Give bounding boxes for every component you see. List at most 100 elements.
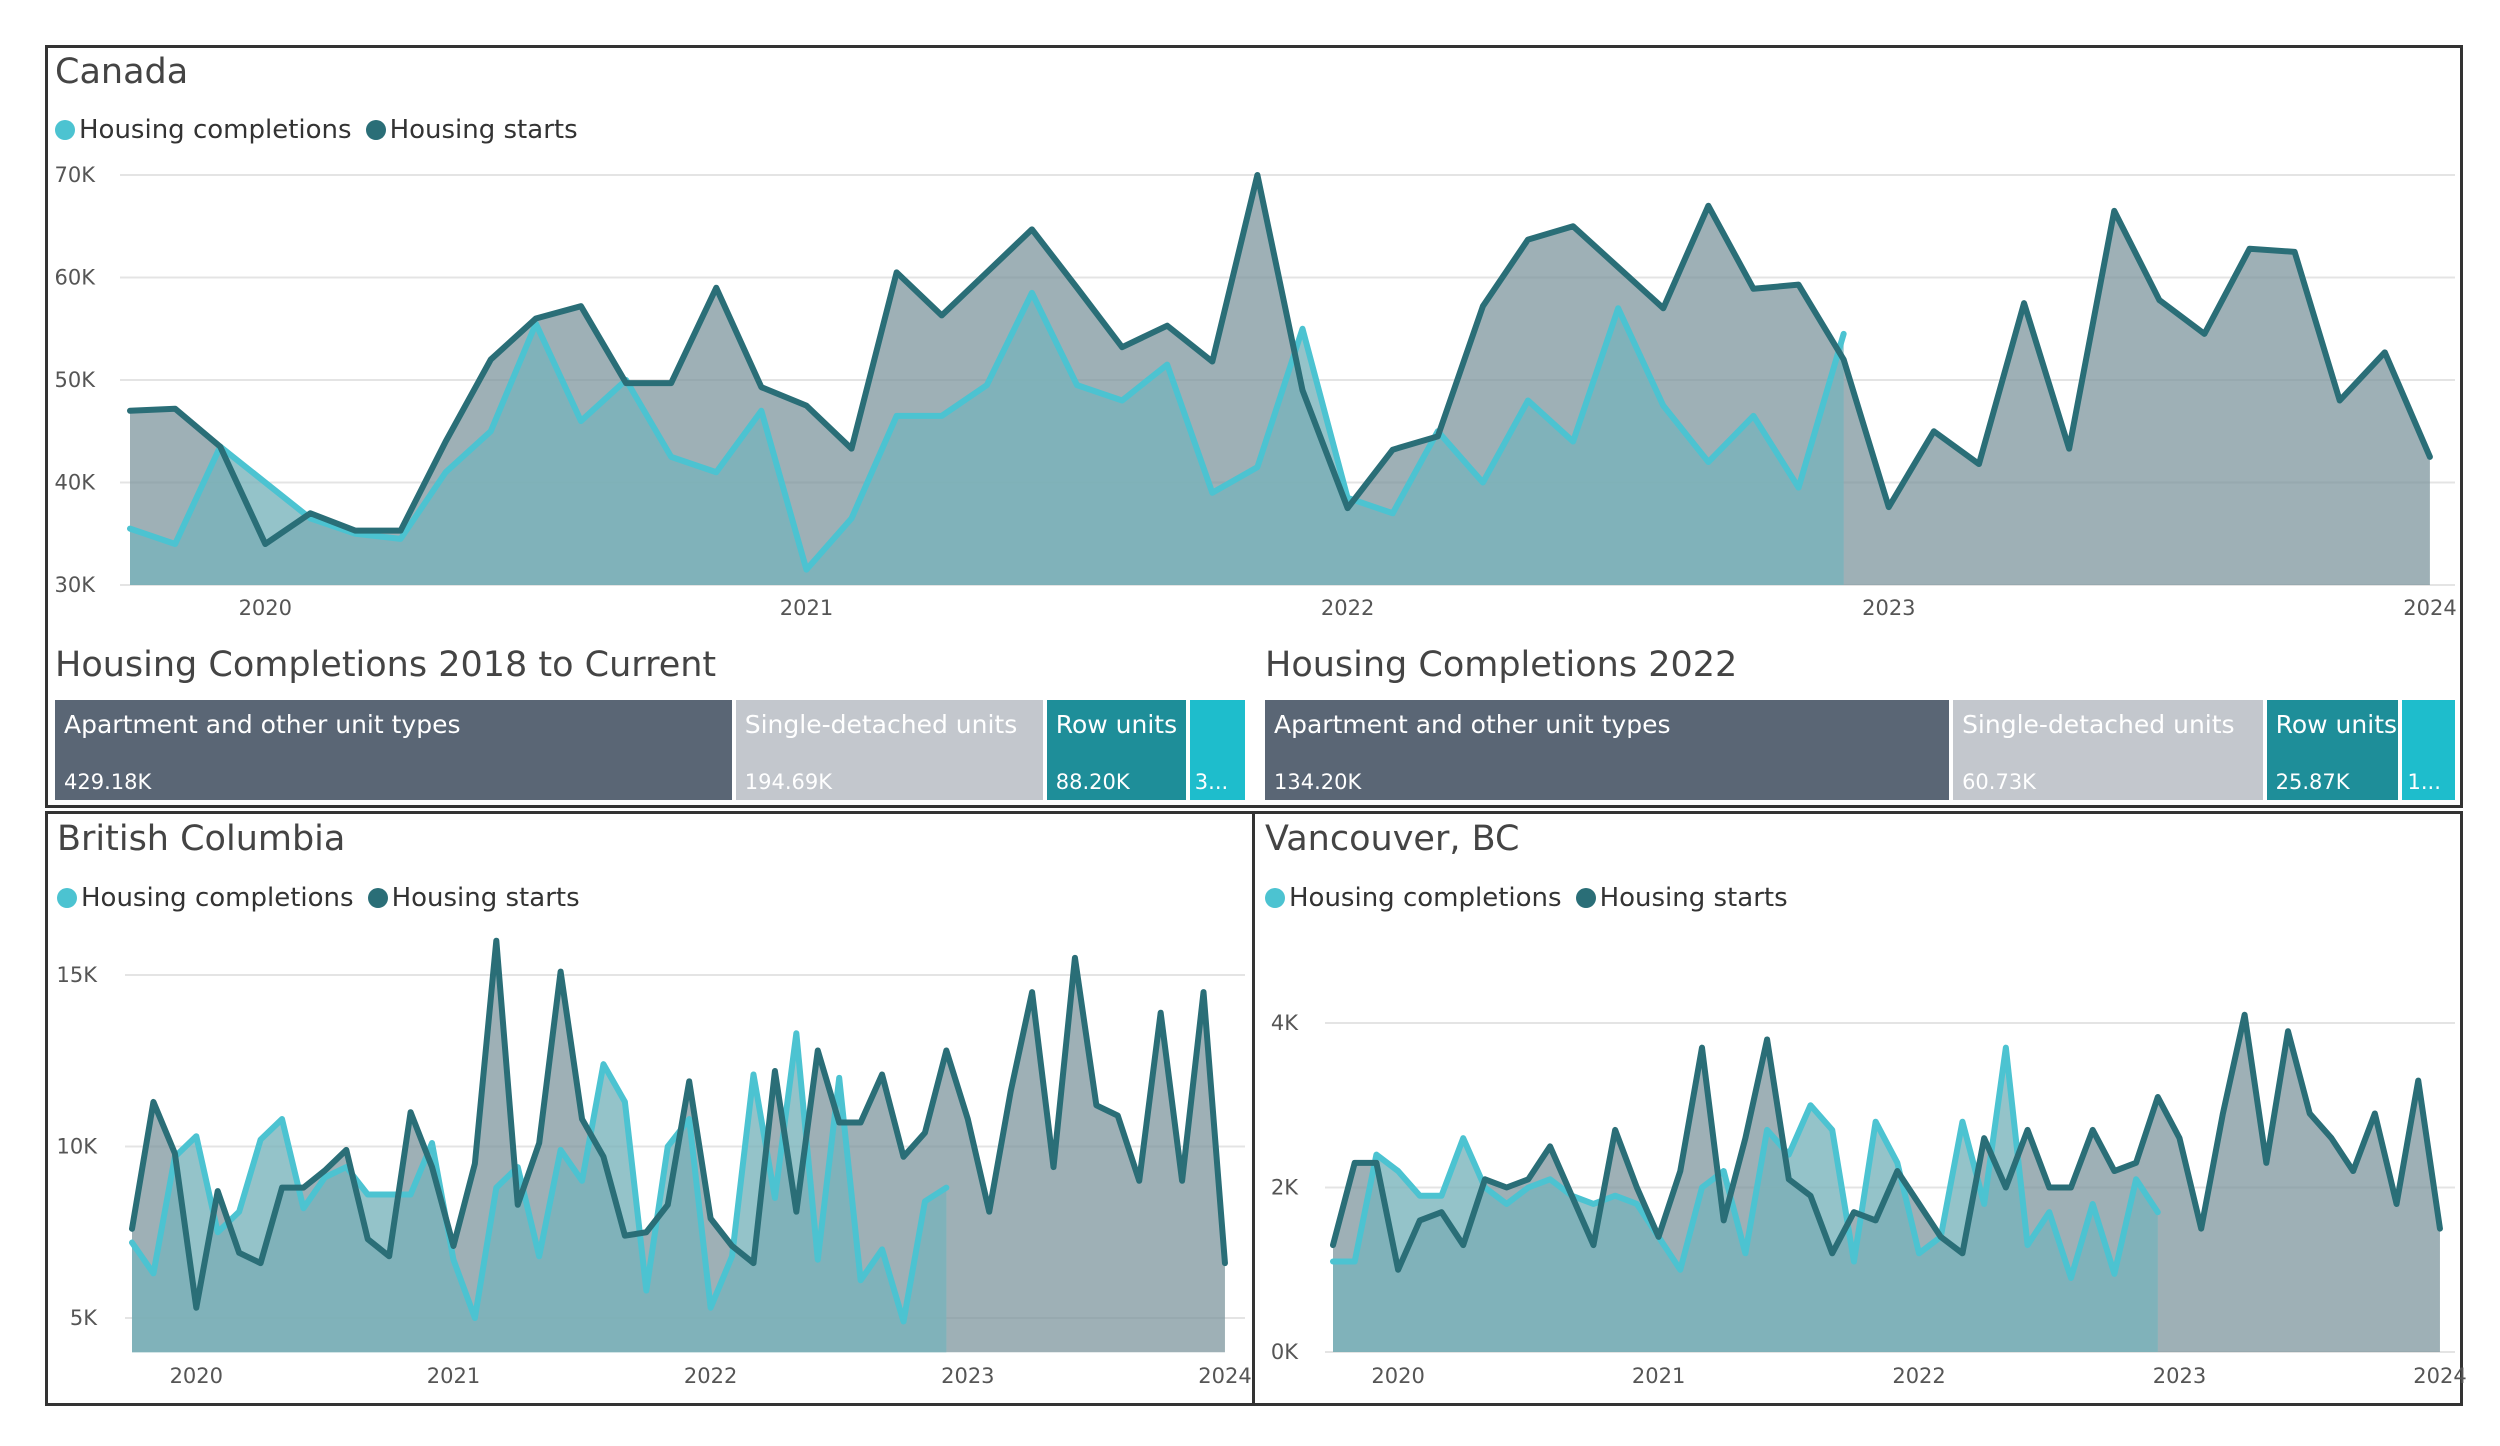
x-tick-label: 2024 xyxy=(2413,1364,2466,1388)
point-starts xyxy=(2003,1185,2009,1191)
line-completions xyxy=(129,1030,950,1325)
point-completions xyxy=(1373,1152,1379,1158)
point-starts xyxy=(2350,1168,2356,1174)
treemap-cell-value: 429.18K xyxy=(64,770,152,794)
legend-label-starts: Housing starts xyxy=(389,115,578,145)
legend-dot-completions-icon xyxy=(1265,888,1285,908)
point-starts xyxy=(1699,1045,1705,1051)
line-starts xyxy=(1330,1011,2443,1273)
point-starts xyxy=(2285,1028,2291,1034)
y-tick-label: 10K xyxy=(57,1135,99,1159)
point-starts xyxy=(1352,1160,1358,1166)
treemap-2022[interactable]: Apartment and other unit types 134.20K Sin… xyxy=(1265,700,2455,800)
treemap-cell[interactable]: Row units 88.20K xyxy=(1046,700,1186,800)
y-tick-label: 30K xyxy=(55,573,97,597)
treemap-cell[interactable]: Single-detached units 60.73K xyxy=(1953,700,2263,800)
legend-label-completions: Housing completions xyxy=(79,115,352,145)
van-title: Vancouver, BC xyxy=(1265,819,1520,859)
treemap-cell[interactable]: Apartment and other unit types 134.20K xyxy=(1265,700,1950,800)
point-completions xyxy=(2090,1201,2096,1207)
point-completions xyxy=(2155,1209,2161,1215)
treemap-all-title: Housing Completions 2018 to Current xyxy=(55,645,717,685)
area-overlap xyxy=(1333,1047,2158,1352)
point-starts xyxy=(2328,1135,2334,1141)
legend-item-completions[interactable]: Housing completions xyxy=(55,115,352,145)
treemap-cell-name: Apartment and other unit types xyxy=(64,710,461,739)
legend-dot-completions-icon xyxy=(55,120,75,140)
line-completions xyxy=(127,289,1847,573)
line-starts xyxy=(129,937,1228,1311)
point-starts xyxy=(1786,1176,1792,1182)
treemap-cell[interactable]: 1... xyxy=(2402,700,2455,800)
treemap-cell-name: Single-detached units xyxy=(744,710,1018,739)
point-completions xyxy=(1721,1168,1727,1174)
canada-legend: Housing completions Housing starts xyxy=(55,115,592,145)
legend-item-completions[interactable]: Housing completions xyxy=(57,883,354,913)
point-starts xyxy=(2176,1135,2182,1141)
x-tick-label: 2023 xyxy=(941,1364,994,1388)
point-starts xyxy=(2090,1127,2096,1133)
canada-title: Canada xyxy=(55,52,189,92)
point-starts xyxy=(1417,1217,1423,1223)
point-completions xyxy=(1504,1201,1510,1207)
point-starts xyxy=(2025,1127,2031,1133)
treemap-all[interactable]: Apartment and other unit types 429.18K Sin… xyxy=(55,700,1245,800)
point-starts xyxy=(2372,1110,2378,1116)
treemap-cell[interactable]: 3... xyxy=(1189,700,1245,800)
point-starts xyxy=(1373,1160,1379,1166)
x-tick-label: 2020 xyxy=(170,1364,223,1388)
legend-dot-completions-icon xyxy=(57,888,77,908)
legend-label-completions: Housing completions xyxy=(81,883,354,913)
point-starts xyxy=(1938,1234,1944,1240)
bc-title: British Columbia xyxy=(57,819,346,859)
point-completions xyxy=(1916,1250,1922,1256)
point-starts xyxy=(1590,1242,1596,1248)
treemap-cell-name: Row units xyxy=(1055,710,1178,739)
x-tick-label: 2021 xyxy=(780,596,833,620)
point-completions xyxy=(1764,1127,1770,1133)
y-tick-label: 5K xyxy=(70,1306,98,1330)
point-completions xyxy=(1634,1201,1640,1207)
legend-item-starts[interactable]: Housing starts xyxy=(1575,883,1788,913)
legend-label-completions: Housing completions xyxy=(1289,883,1562,913)
point-starts xyxy=(2046,1185,2052,1191)
point-starts xyxy=(2437,1226,2443,1232)
point-starts xyxy=(1894,1168,1900,1174)
point-starts xyxy=(2394,1201,2400,1207)
point-completions xyxy=(1851,1259,1857,1265)
point-starts xyxy=(1959,1250,1965,1256)
legend-item-completions[interactable]: Housing completions xyxy=(1265,883,1562,913)
x-tick-label: 2023 xyxy=(2153,1364,2206,1388)
x-tick-label: 2021 xyxy=(1632,1364,1685,1388)
legend-dot-starts-icon xyxy=(365,120,386,140)
treemap-cell-value: 1... xyxy=(2407,770,2441,794)
x-tick-label: 2023 xyxy=(1862,596,1915,620)
x-tick-label: 2022 xyxy=(684,1364,737,1388)
treemap-2022-title: Housing Completions 2022 xyxy=(1265,645,1738,685)
legend-item-starts[interactable]: Housing starts xyxy=(367,883,580,913)
line-starts xyxy=(127,172,2433,547)
area-overlap xyxy=(132,1033,947,1353)
legend-label-starts: Housing starts xyxy=(1599,883,1788,913)
point-starts xyxy=(1569,1193,1575,1199)
treemap-cell-value: 60.73K xyxy=(1962,770,2036,794)
point-completions xyxy=(1547,1176,1553,1182)
treemap-cell[interactable]: Single-detached units 194.69K xyxy=(735,700,1043,800)
point-completions xyxy=(1808,1102,1814,1108)
point-starts xyxy=(1677,1168,1683,1174)
legend-dot-starts-icon xyxy=(1575,888,1596,908)
treemap-cell[interactable]: Row units 25.87K xyxy=(2266,700,2399,800)
y-tick-label: 4K xyxy=(1271,1011,1299,1035)
legend-label-starts: Housing starts xyxy=(391,883,580,913)
point-completions xyxy=(2133,1176,2139,1182)
point-completions xyxy=(2025,1242,2031,1248)
treemap-cell[interactable]: Apartment and other unit types 429.18K xyxy=(55,700,732,800)
point-starts xyxy=(1808,1193,1814,1199)
legend-item-starts[interactable]: Housing starts xyxy=(365,115,578,145)
point-starts xyxy=(2415,1078,2421,1084)
point-starts xyxy=(1851,1209,1857,1215)
area-overlap xyxy=(130,292,1844,585)
